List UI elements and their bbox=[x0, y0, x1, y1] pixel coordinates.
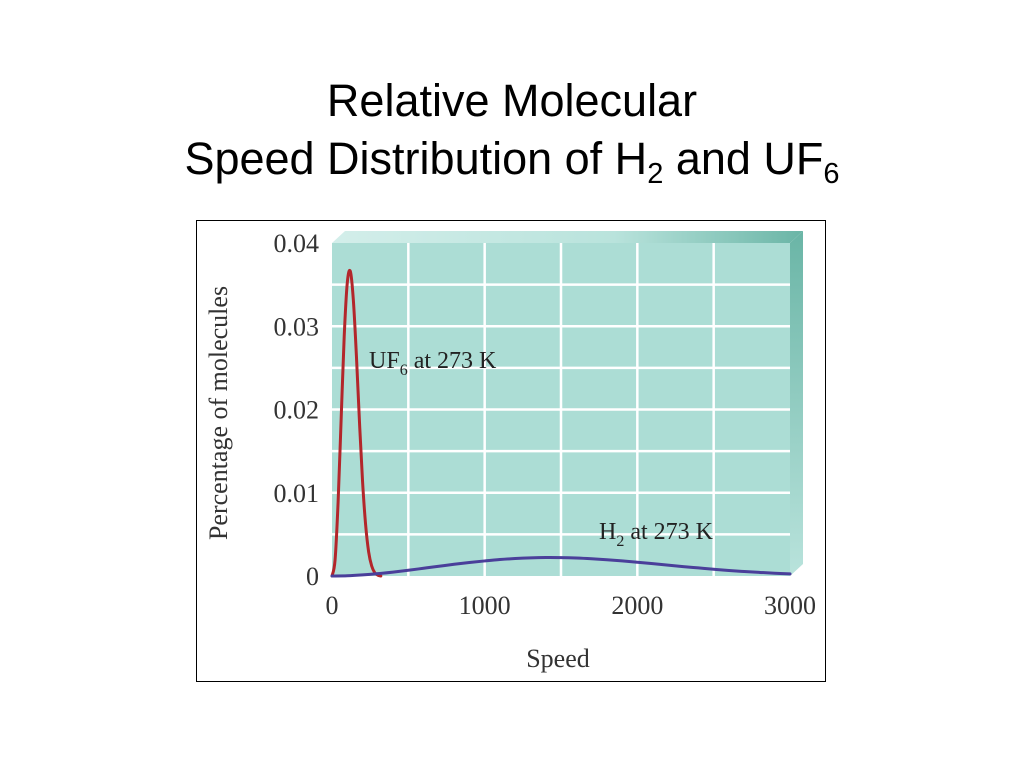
h2-series-label: H2 at 273 K bbox=[599, 519, 714, 550]
y-tick-label: 0.03 bbox=[274, 312, 320, 341]
slide-title: Relative Molecular Speed Distribution of… bbox=[0, 72, 1024, 190]
title-line-2-mid: and UF bbox=[663, 133, 824, 184]
uf6-distribution-line bbox=[330, 268, 383, 578]
uf6-series-label: UF6 at 273 K bbox=[369, 348, 497, 379]
x-axis-label: Speed bbox=[526, 644, 590, 673]
x-tick-label: 2000 bbox=[611, 591, 663, 620]
x-tick-labels: 0 1000 2000 3000 bbox=[326, 591, 817, 620]
title-sub-2: 2 bbox=[647, 158, 664, 190]
series-group bbox=[330, 268, 792, 578]
y-tick-label: 0.04 bbox=[274, 229, 320, 258]
chart-frame: 0 0.01 0.02 0.03 0.04 0 1000 2000 3000 UF6 at 2… bbox=[196, 220, 826, 682]
title-line-2: Speed Distribution of H2 and UF6 bbox=[0, 130, 1024, 190]
y-tick-labels: 0 0.01 0.02 0.03 0.04 bbox=[274, 229, 320, 591]
speed-distribution-chart: 0 0.01 0.02 0.03 0.04 0 1000 2000 3000 UF6 at 2… bbox=[204, 229, 817, 673]
y-tick-label: 0.01 bbox=[274, 479, 320, 508]
plot-top-band bbox=[332, 231, 803, 243]
x-tick-label: 1000 bbox=[459, 591, 511, 620]
y-tick-label: 0.02 bbox=[274, 396, 320, 425]
plot-side-band bbox=[790, 231, 803, 576]
title-line-2-text: Speed Distribution of H bbox=[184, 133, 648, 184]
grid-lines bbox=[332, 243, 790, 576]
x-tick-label: 0 bbox=[326, 591, 339, 620]
title-sub-6: 6 bbox=[823, 158, 840, 190]
title-line-1: Relative Molecular bbox=[326, 75, 698, 126]
h2-distribution-line bbox=[330, 556, 792, 578]
x-tick-label: 3000 bbox=[764, 591, 816, 620]
y-tick-label: 0 bbox=[306, 562, 319, 591]
y-axis-label: Percentage of molecules bbox=[204, 286, 233, 540]
